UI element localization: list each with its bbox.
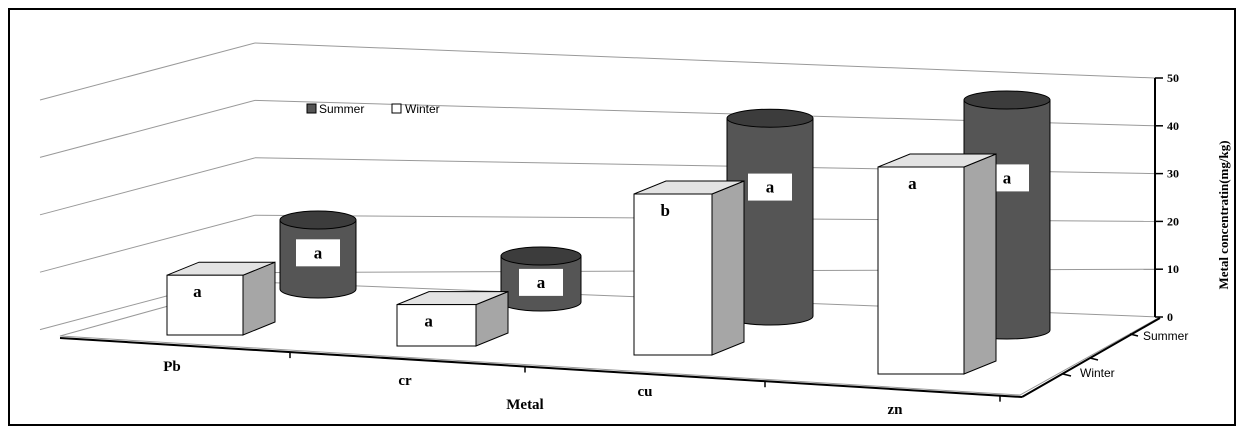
data-label: b <box>660 201 669 220</box>
data-label: a <box>314 243 323 262</box>
data-label: a <box>537 273 546 292</box>
bar-winter: a <box>396 290 509 347</box>
box-front <box>396 304 477 347</box>
gridline <box>39 157 256 216</box>
data-label: a <box>908 174 917 193</box>
data-label: a <box>424 312 433 331</box>
bar-summer: a <box>726 108 814 326</box>
y-tick-label: 50 <box>1167 71 1179 85</box>
bar-winter: a <box>166 261 276 336</box>
depth-label-winter: Winter <box>1080 366 1115 380</box>
data-label-box <box>296 239 340 267</box>
gridline <box>39 214 256 273</box>
legend-swatch-summer <box>306 103 317 114</box>
data-label-box <box>748 173 792 201</box>
x-axis-line <box>59 337 1023 398</box>
data-label: a <box>766 178 775 197</box>
y-axis-title: Metal concentratin(mg/kg) <box>1216 140 1231 289</box>
x-tick-label: cu <box>638 384 653 400</box>
x-tick-label: Pb <box>163 359 181 375</box>
y-tick-label: 20 <box>1167 214 1179 228</box>
cylinder-top <box>500 246 582 266</box>
bar-summer: a <box>279 210 357 299</box>
box-side <box>711 180 745 356</box>
bar-winter: a <box>877 153 997 375</box>
cylinder-top <box>279 210 357 230</box>
depth-label-summer: Summer <box>1143 329 1188 343</box>
box-front <box>877 166 965 375</box>
gridline <box>254 42 1156 79</box>
legend-label-summer: Summer <box>319 102 364 116</box>
axis-layer: 0 10 20 30 40 50 Pb cr cu zn <box>59 71 1179 418</box>
bar-layer: a a a a a a b a <box>166 90 1051 375</box>
bar-summer: a <box>500 246 582 312</box>
box-front <box>166 274 244 336</box>
y-tick-label: 10 <box>1167 262 1179 276</box>
box-side <box>963 153 997 375</box>
box-front <box>633 193 713 356</box>
cylinder-top <box>726 108 814 128</box>
legend-label-winter: Winter <box>405 102 440 116</box>
depth-tick <box>1062 373 1072 377</box>
legend: Summer Winter <box>306 102 440 116</box>
y-tick-label: 30 <box>1167 167 1179 181</box>
gridline <box>39 99 256 158</box>
data-label: a <box>193 282 202 301</box>
x-tick-label: zn <box>888 402 904 418</box>
x-tick-label: cr <box>398 373 412 389</box>
depth-tick <box>1089 357 1099 361</box>
y-tick-label: 40 <box>1167 119 1179 133</box>
x-axis-title: Metal <box>506 397 543 413</box>
depth-tick <box>1129 333 1139 337</box>
y-tick-label: 0 <box>1167 310 1173 324</box>
gridline <box>39 42 256 101</box>
cylinder-top <box>963 90 1051 110</box>
legend-swatch-winter <box>391 103 402 114</box>
data-label-box <box>519 268 563 296</box>
data-label: a <box>1003 168 1012 187</box>
bar-winter: b <box>633 180 745 356</box>
